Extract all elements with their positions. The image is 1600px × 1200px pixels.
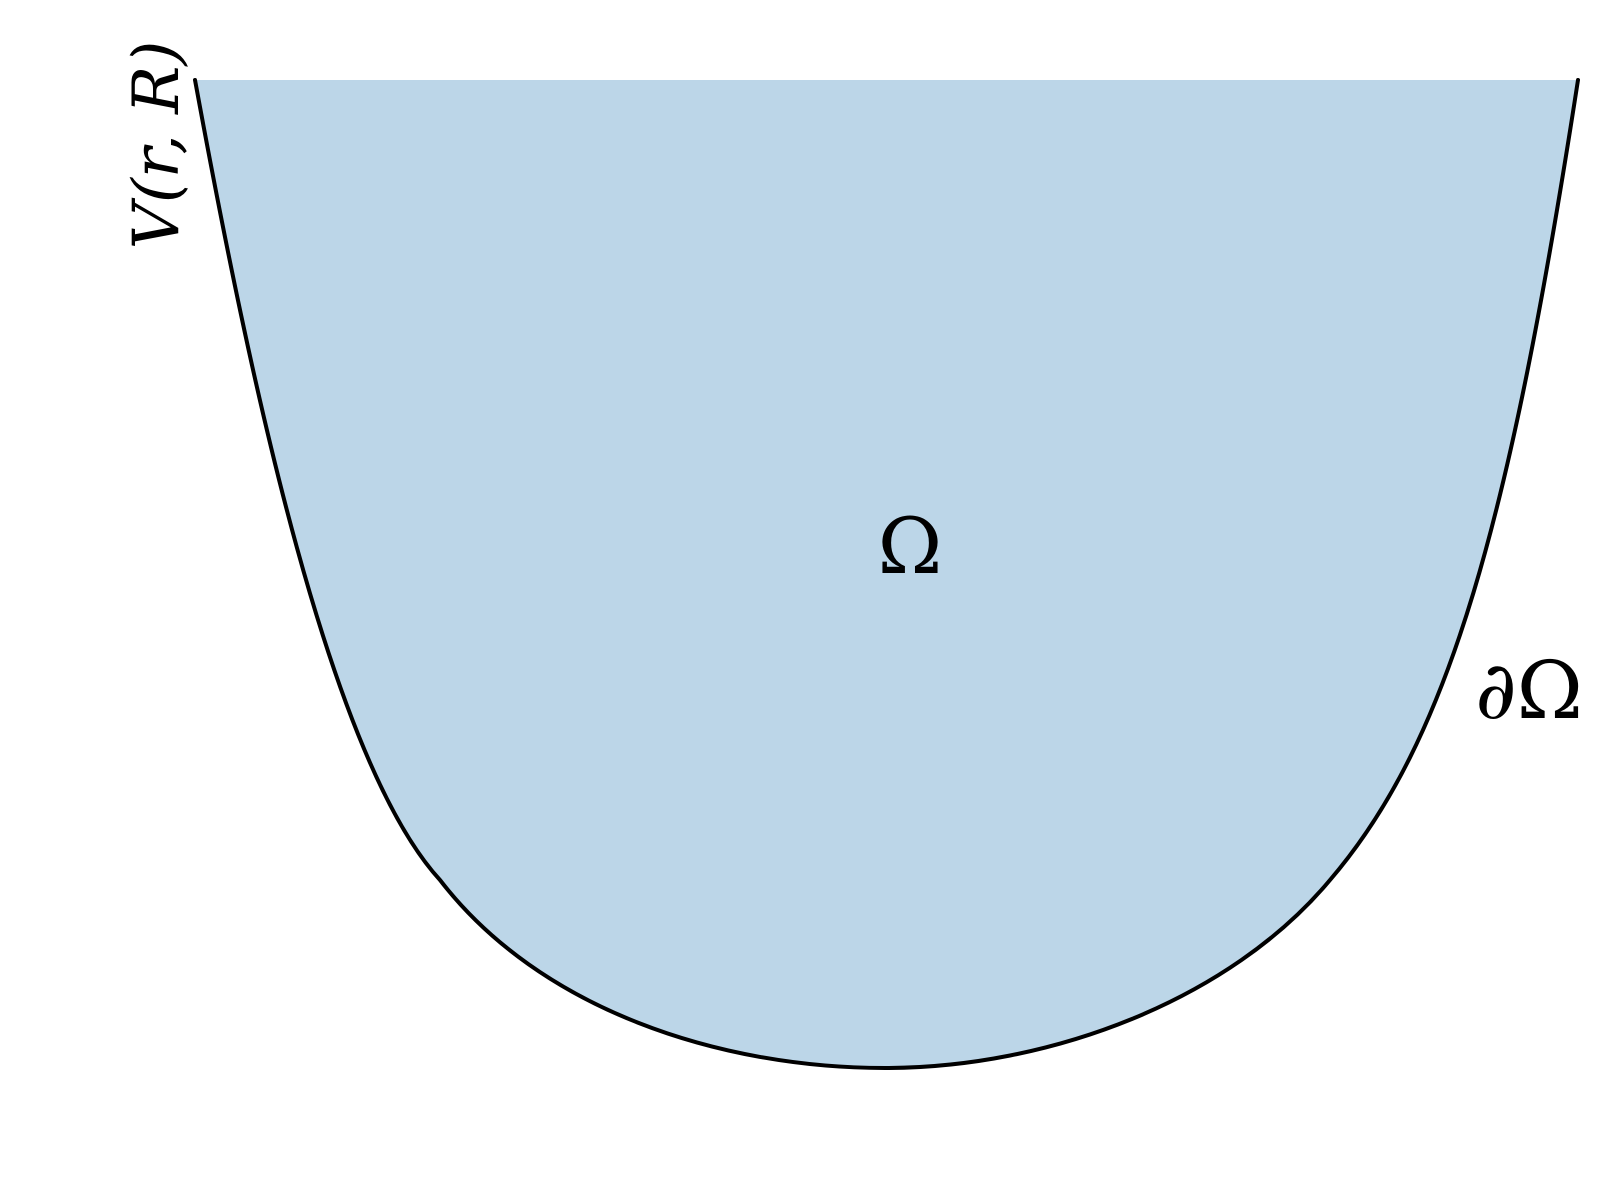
y-axis-label: V(r, R) xyxy=(120,41,194,250)
region-label: Ω xyxy=(878,502,943,592)
boundary-label: ∂Ω xyxy=(1475,644,1583,737)
boundary-curve xyxy=(193,78,1580,1071)
region-omega-fill xyxy=(195,80,1578,1068)
